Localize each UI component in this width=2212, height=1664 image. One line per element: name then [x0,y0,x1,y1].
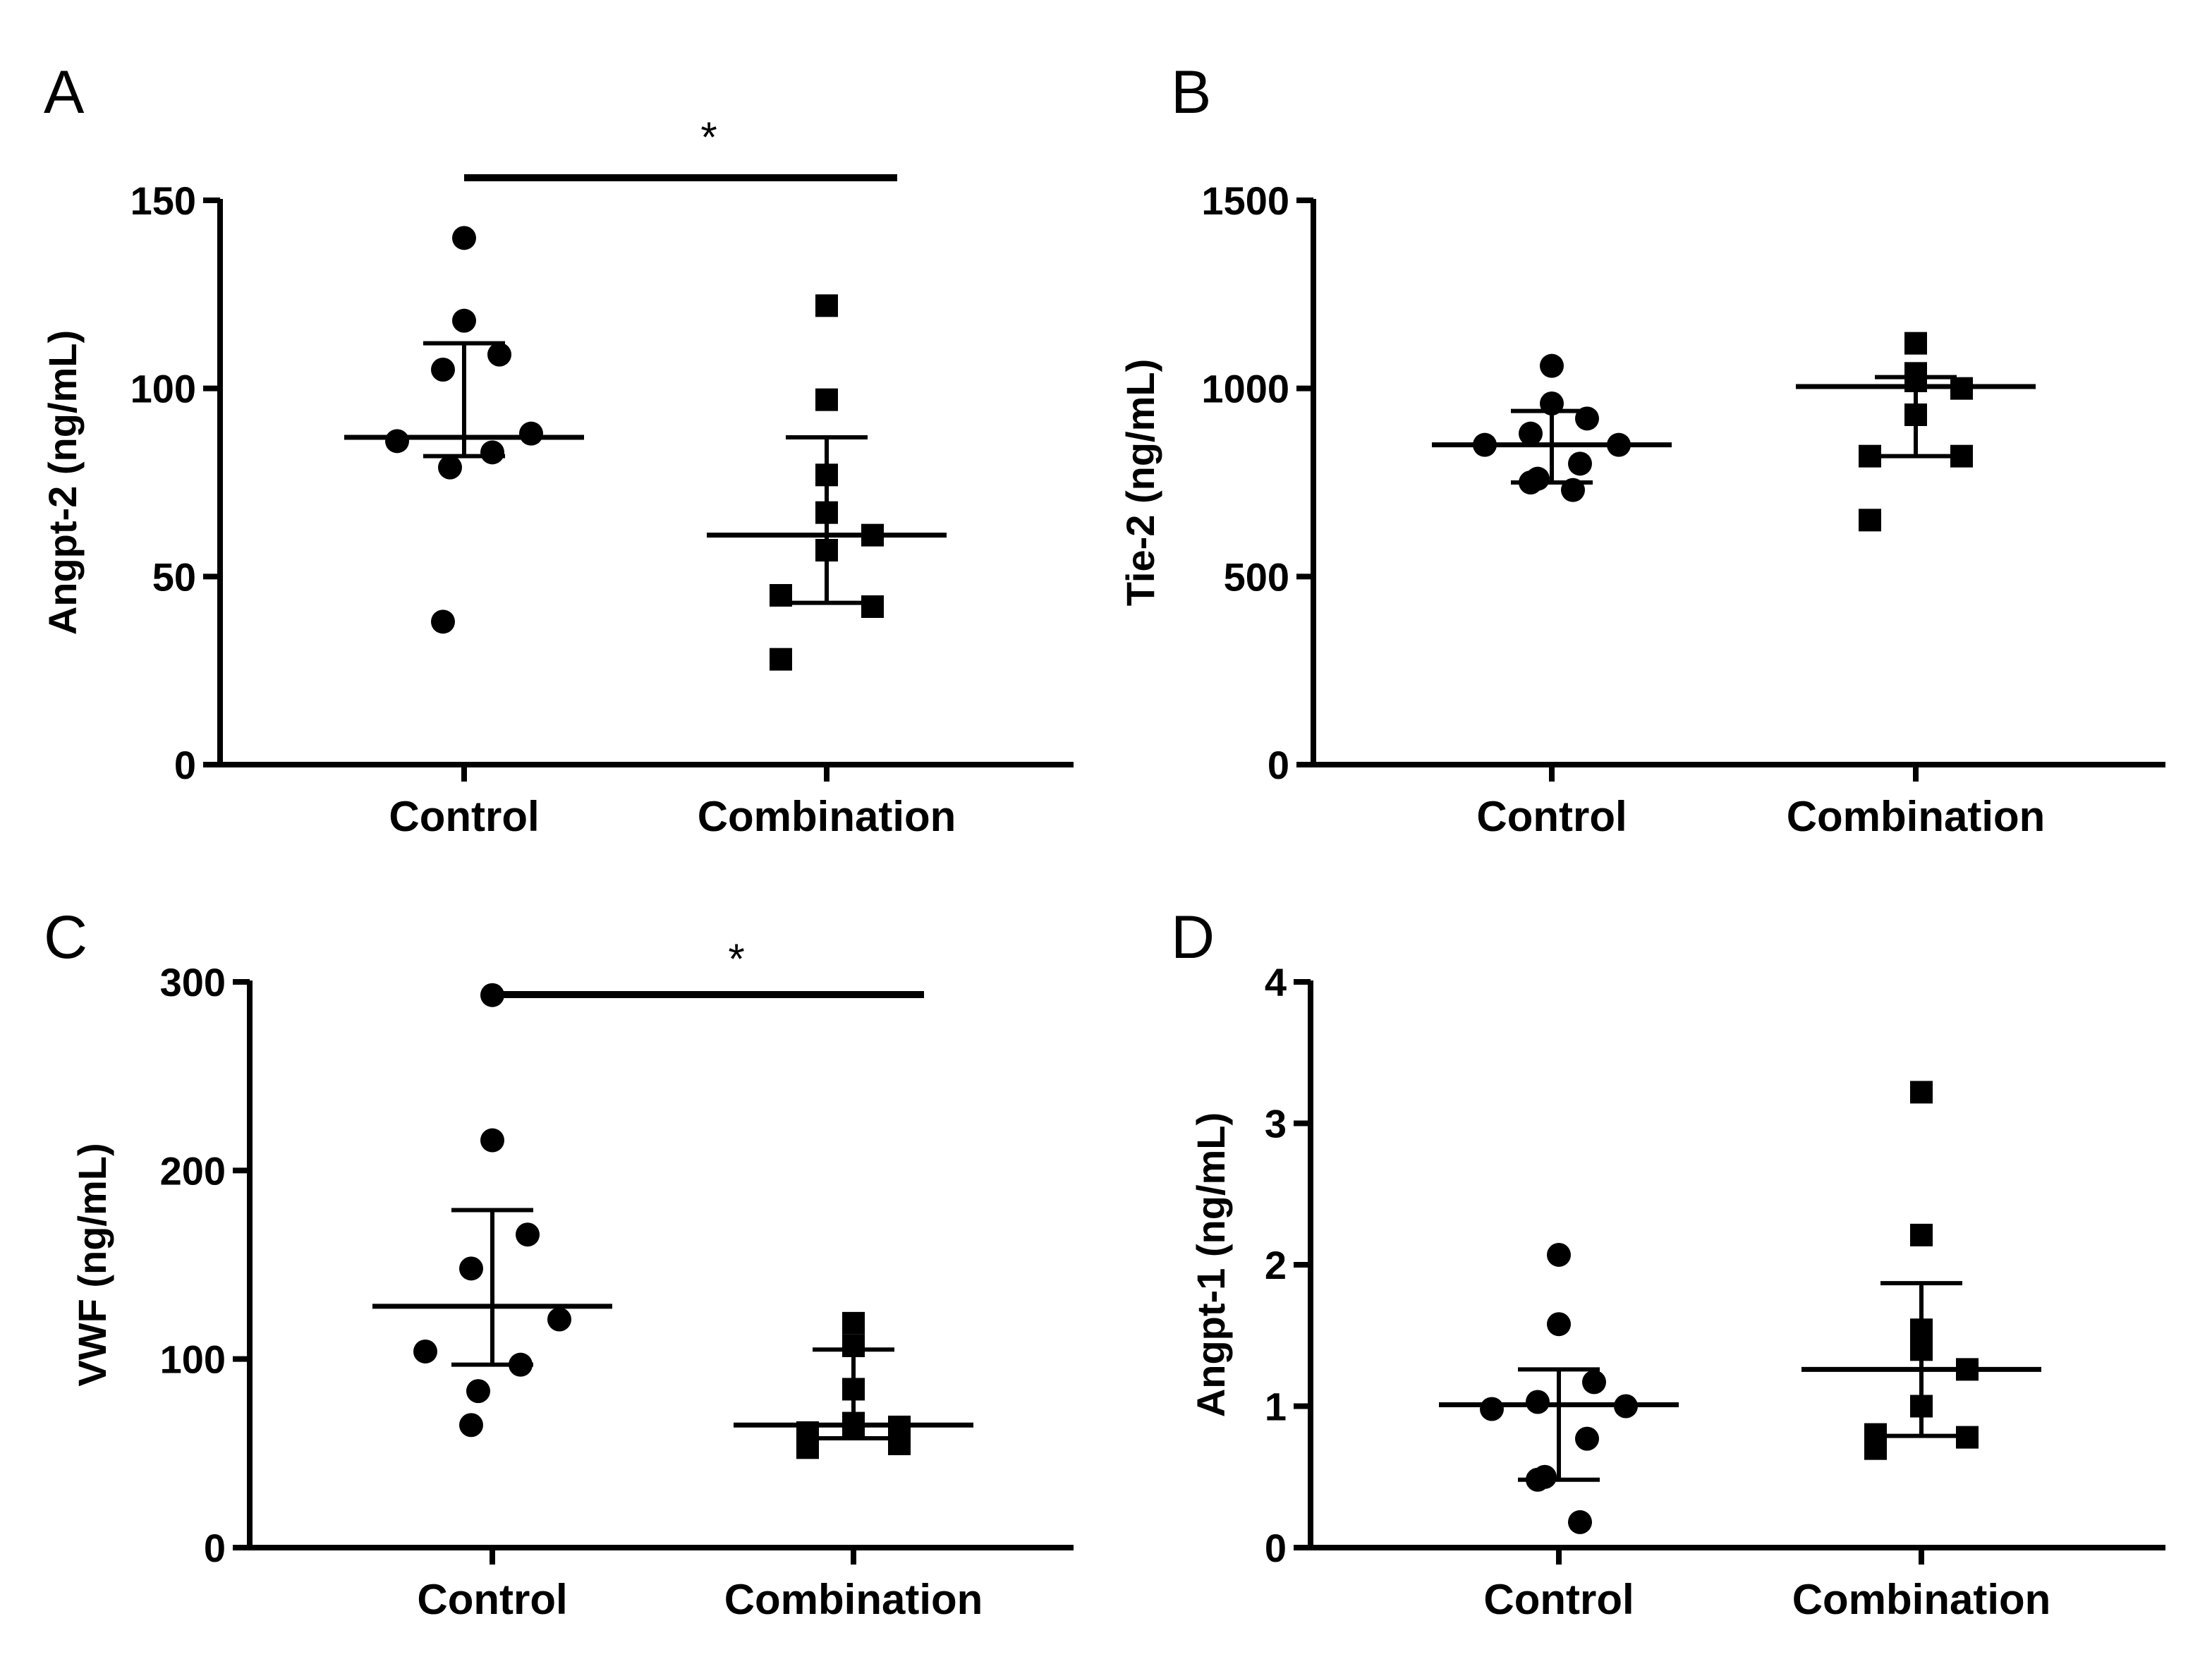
y-axis-title: VWF (ng/mL) [70,1143,114,1386]
data-point [459,1256,483,1281]
series-control [372,983,612,1438]
data-point [888,1432,911,1455]
panel-letter: B [1171,59,1211,126]
x-category-label: Combination [724,1576,983,1623]
y-axis-title: Angpt-2 (ng/mL) [40,330,85,635]
significance-star: * [700,114,717,161]
data-point [480,1128,504,1153]
panel-a: A 0 50 100 150 Control Combination Angpt-2 (ng/… [40,59,1074,840]
data-point [770,648,792,671]
series-combination [1801,1081,2041,1460]
data-point [480,440,504,465]
y-tick-label: 0 [204,1526,226,1570]
x-category-label: Combination [1792,1576,2051,1623]
x-category-label: Control [389,793,539,840]
y-tick-label: 1 [1265,1385,1287,1429]
data-point [861,595,884,618]
y-axis-title: Angpt-1 (ng/mL) [1189,1112,1233,1417]
panel-d: D 0 1 2 3 4 Control Combination Angpt-1 (ng/mL) [1171,904,2165,1623]
data-point [487,342,511,367]
y-tick-label: 1000 [1201,367,1289,411]
data-point [1575,1426,1599,1451]
series-control [344,226,584,634]
data-point [480,983,504,1007]
data-point [1582,1370,1606,1395]
data-point [1904,332,1927,355]
series-combination [734,1311,973,1459]
data-point [1859,509,1881,532]
data-point [1547,1242,1571,1267]
data-point [438,455,462,480]
data-point [842,1311,865,1335]
y-tick-label: 0 [174,743,196,787]
data-point [431,358,455,382]
y-tick-label: 4 [1265,960,1287,1004]
data-point [1547,1312,1571,1337]
data-point [1864,1437,1887,1460]
panel-c: C 0 100 200 300 Control Combination VWF (ng/mL)… [44,904,1074,1623]
y-axis-title: Tie-2 (ng/mL) [1118,359,1162,607]
series-control [1432,353,1672,502]
data-point [452,226,476,250]
x-category-label: Combination [1787,793,2046,840]
data-point [466,1379,490,1404]
y-tick-label: 3 [1265,1102,1287,1146]
data-point [1568,451,1592,476]
y-tick-label: 0 [1265,1526,1287,1570]
data-point [815,294,838,317]
data-point [519,421,543,446]
data-point [1540,353,1564,378]
x-category-label: Control [1483,1576,1634,1623]
series-combination [1796,332,2036,532]
significance-star: * [728,935,744,983]
panel-letter: A [44,59,85,126]
y-tick-label: 1500 [1201,178,1289,223]
data-point [1519,421,1543,446]
x-category-label: Combination [698,793,956,840]
data-point [459,1413,483,1438]
data-point [385,429,409,454]
y-tick-label: 500 [1224,554,1289,599]
data-point [516,1222,540,1247]
data-point [1480,1397,1504,1421]
data-point [1568,1510,1592,1534]
panel-b: B 0 500 1000 1500 Control Combination Tie-2 (ng… [1118,59,2165,840]
y-tick-label: 50 [152,554,196,599]
y-tick-label: 150 [130,178,196,223]
data-point [413,1339,437,1364]
x-category-label: Control [1476,793,1627,840]
data-point [1910,1223,1933,1246]
y-tick-label: 2 [1265,1243,1287,1287]
y-tick-label: 300 [160,960,226,1004]
data-point [1910,1081,1933,1104]
y-tick-label: 0 [1268,743,1289,787]
data-point [452,308,476,333]
y-tick-label: 100 [130,367,196,411]
panel-letter: D [1171,904,1215,971]
x-category-label: Control [417,1576,567,1623]
y-tick-label: 200 [160,1148,226,1193]
data-point [1526,1390,1550,1414]
data-point [431,609,455,634]
panel-letter: C [44,904,87,971]
series-combination [707,294,947,671]
series-control [1439,1242,1679,1534]
y-tick-label: 100 [160,1337,226,1382]
data-point [815,388,838,411]
data-point [547,1307,571,1332]
